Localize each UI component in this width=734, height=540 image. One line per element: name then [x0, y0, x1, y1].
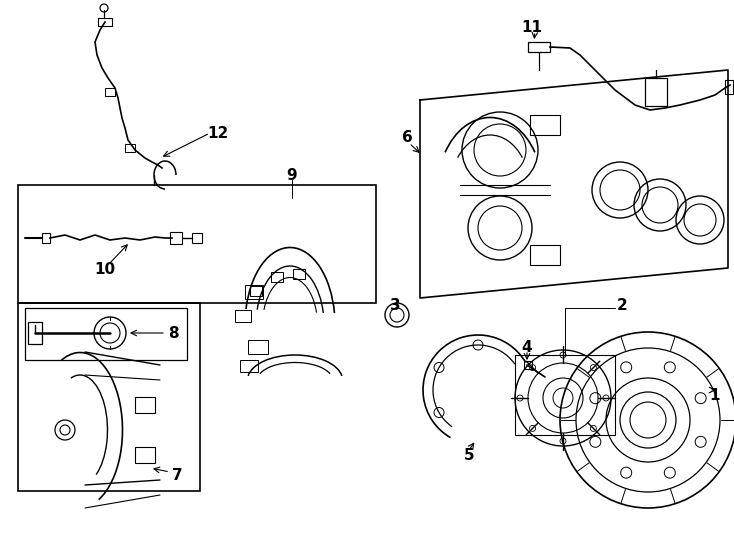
Text: 4: 4	[522, 340, 532, 354]
Bar	[645, 78, 667, 106]
Bar	[528, 42, 550, 52]
Bar	[240, 360, 258, 372]
Bar	[515, 355, 615, 435]
Bar	[28, 322, 42, 344]
Text: 12: 12	[208, 125, 228, 140]
Bar	[25, 308, 187, 360]
Bar	[42, 233, 50, 243]
Bar	[524, 361, 532, 369]
Text: 2: 2	[617, 298, 628, 313]
Bar	[293, 269, 305, 279]
Bar	[530, 115, 560, 135]
Text: 6: 6	[401, 131, 413, 145]
Bar	[18, 185, 376, 303]
Text: 10: 10	[95, 262, 115, 278]
Bar	[725, 80, 733, 94]
Text: 8: 8	[167, 326, 178, 341]
Text: 3: 3	[390, 298, 400, 313]
Bar	[248, 340, 268, 354]
Bar	[170, 232, 182, 244]
Bar	[271, 272, 283, 282]
Text: 1: 1	[710, 388, 720, 402]
Bar	[18, 303, 200, 491]
Text: 9: 9	[287, 167, 297, 183]
Bar	[530, 245, 560, 265]
Text: 11: 11	[521, 21, 542, 36]
Bar	[235, 310, 251, 322]
Bar	[245, 285, 263, 299]
Text: 7: 7	[172, 469, 182, 483]
Bar	[192, 233, 202, 243]
Bar	[250, 286, 262, 296]
Text: 5: 5	[464, 448, 474, 462]
Bar	[135, 397, 155, 413]
Bar	[98, 18, 112, 26]
Bar	[135, 447, 155, 463]
Bar	[105, 88, 115, 96]
Bar	[125, 144, 135, 152]
